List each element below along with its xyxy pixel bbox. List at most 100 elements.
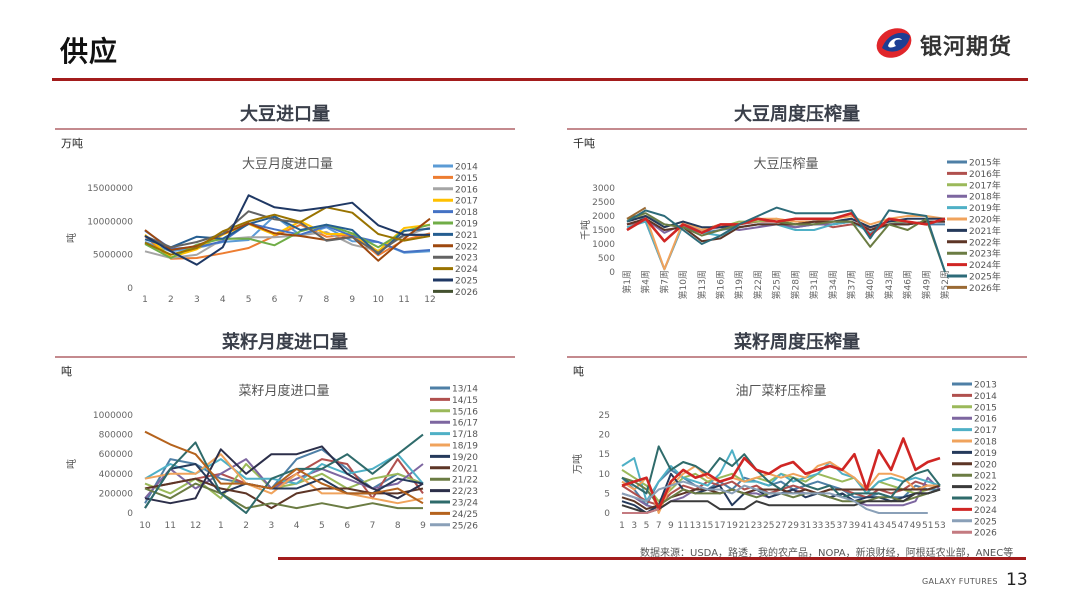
y-tick-label: 25	[599, 411, 610, 421]
legend-label: 2018	[974, 438, 997, 448]
x-tick-label: 1	[142, 295, 148, 305]
legend-label: 2024	[974, 506, 997, 516]
legend-label: 24/25	[452, 510, 478, 520]
x-tick-label: 9	[420, 521, 426, 531]
panel-divider	[55, 128, 515, 130]
x-tick-label: 2	[168, 295, 174, 305]
x-tick-label: 第16周	[715, 270, 727, 299]
legend-label: 2025	[455, 277, 478, 287]
series-line	[621, 488, 941, 514]
series-line	[144, 430, 424, 505]
x-tick-label: 9	[668, 521, 674, 531]
legend-label: 20/21	[452, 464, 478, 474]
panel-divider	[567, 128, 1027, 130]
chart-title: 油厂菜籽压榨量	[735, 383, 826, 399]
legend-label: 18/19	[452, 442, 478, 452]
y-tick-label: 3000	[592, 184, 615, 194]
legend-label: 2024	[455, 265, 478, 275]
legend-label: 2021年	[969, 225, 1001, 237]
x-tick-label: 25	[763, 521, 774, 531]
x-tick-label: 第49周	[920, 270, 932, 299]
legend-label: 2022	[974, 483, 997, 493]
x-tick-label: 27	[775, 521, 786, 531]
y-tick-label: 1000	[592, 240, 615, 250]
x-tick-label: 第40周	[864, 270, 876, 299]
legend-label: 25/26	[452, 521, 478, 531]
panel-divider	[55, 356, 515, 358]
footer-brand: GALAXY FUTURES	[922, 577, 998, 586]
legend-label: 2019年	[969, 202, 1001, 214]
series-line	[621, 445, 941, 499]
legend-label: 2023年	[969, 248, 1001, 260]
galaxy-logo-icon	[874, 26, 914, 64]
x-tick-label: 第10周	[677, 270, 689, 299]
chart-title: 大豆压榨量	[753, 156, 818, 172]
x-tick-label: 4	[220, 295, 226, 305]
x-tick-label: 8	[323, 295, 329, 305]
legend-label: 2013	[974, 381, 997, 391]
x-tick-label: 第52周	[939, 270, 951, 299]
x-tick-label: 19	[726, 521, 738, 531]
brand-name: 银河期货	[920, 35, 1013, 60]
series-line	[626, 206, 946, 273]
legend-label: 2022	[455, 242, 478, 252]
x-tick-label: 第34周	[827, 270, 839, 299]
y-tick-label: 5	[604, 489, 610, 499]
x-tick-label: 第37周	[845, 270, 857, 299]
legend-label: 2018年	[969, 191, 1001, 203]
y-axis-label: 千吨	[579, 220, 592, 240]
legend-label: 15/16	[452, 407, 478, 417]
legend-label: 2015	[974, 403, 997, 413]
legend-label: 2026年	[969, 282, 1001, 294]
x-tick-label: 第4周	[640, 270, 652, 294]
y-tick-label: 2500	[592, 198, 615, 208]
unit-label: 吨	[61, 365, 72, 378]
x-tick-label: 7	[298, 295, 304, 305]
brand-logo: 银河期货	[874, 26, 1012, 64]
x-tick-label: 10	[372, 295, 384, 305]
x-tick-label: 第13周	[696, 270, 708, 299]
y-tick-label: 2000	[592, 212, 615, 222]
legend-label: 2020年	[969, 214, 1001, 226]
x-tick-label: 12	[190, 521, 201, 531]
x-tick-label: 11	[398, 295, 409, 305]
legend-label: 2023	[974, 495, 997, 505]
x-tick-label: 第28周	[789, 270, 801, 299]
legend-label: 2016	[455, 185, 478, 195]
legend-label: 2021	[974, 472, 997, 482]
legend-label: 2016年	[969, 168, 1001, 180]
y-tick-label: 1500	[592, 226, 615, 236]
x-tick-label: 23	[751, 521, 762, 531]
panel-header: 菜籽周度压榨量	[734, 332, 860, 353]
x-tick-label: 43	[873, 521, 884, 531]
x-tick-label: 17	[714, 521, 725, 531]
legend-label: 13/14	[452, 385, 478, 395]
y-tick-label: 500	[598, 254, 615, 264]
series-line	[144, 453, 424, 485]
y-tick-label: 1000000	[93, 411, 133, 421]
x-tick-label: 7	[656, 521, 662, 531]
x-tick-label: 2	[243, 521, 249, 531]
header-divider	[52, 78, 1028, 81]
x-tick-label: 8	[395, 521, 401, 531]
legend-label: 2025	[974, 517, 997, 527]
series-line	[144, 210, 431, 254]
series-line	[144, 217, 431, 262]
x-tick-label: 10	[139, 521, 151, 531]
y-tick-label: 5000000	[93, 251, 133, 261]
panel-header: 大豆进口量	[240, 104, 330, 125]
x-tick-label: 第25周	[771, 270, 783, 299]
x-tick-label: 3	[268, 521, 274, 531]
x-tick-label: 1	[218, 521, 224, 531]
legend-label: 2026	[455, 288, 478, 298]
y-axis-label: 吨	[65, 459, 78, 469]
y-tick-label: 0	[127, 284, 133, 294]
panel-soy-import: 大豆进口量 万吨 大豆月度进口量吨 0 5000000 10000000 1500000…	[55, 100, 515, 330]
x-tick-label: 第7周	[658, 270, 670, 294]
y-tick-label: 0	[127, 509, 133, 519]
x-tick-label: 15	[702, 521, 713, 531]
series-line	[144, 453, 424, 505]
legend-label: 2024年	[969, 259, 1001, 271]
